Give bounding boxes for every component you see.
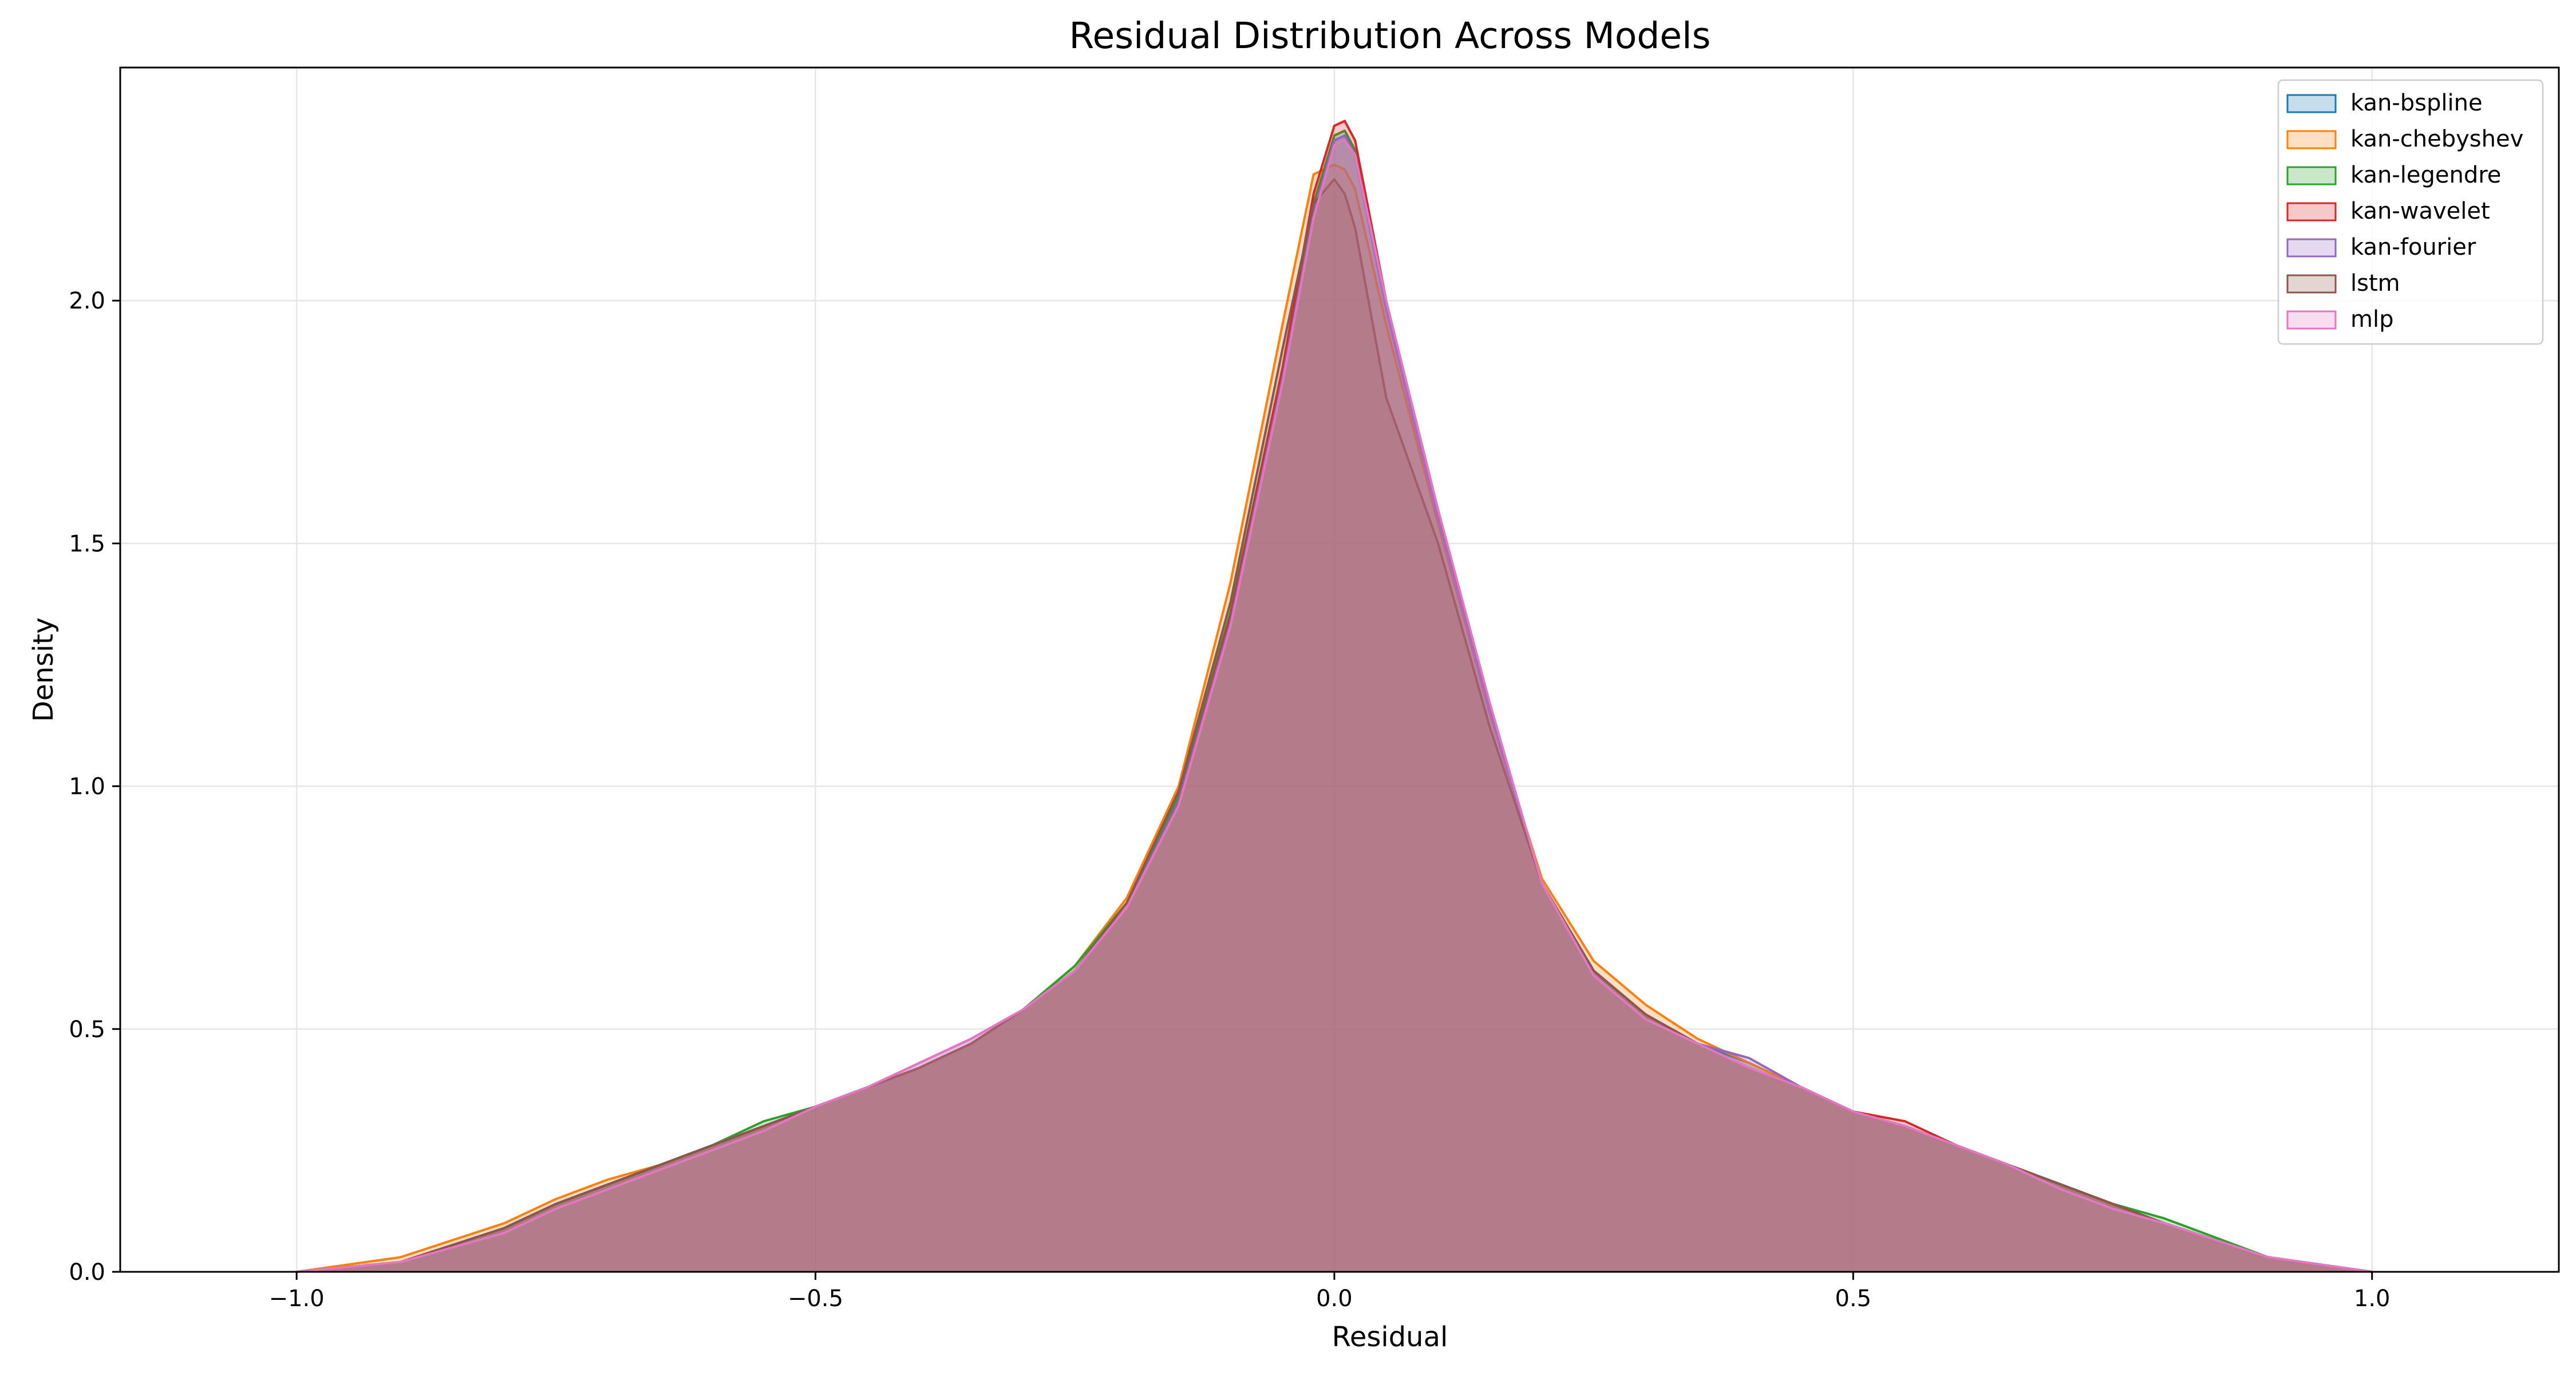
legend-swatch-kan-legendre	[2286, 166, 2337, 185]
y-tick-label-3: 1.5	[69, 531, 105, 557]
axis-ticks: −1.0 −0.5 0.0 0.5 1.0 0.0 0.5 1.0 1.5 2.0	[69, 288, 2390, 1312]
x-tick-label-4: 1.0	[2354, 1286, 2391, 1312]
series-area-kan-fourier	[297, 135, 2372, 1272]
legend-box	[2277, 79, 2544, 345]
y-tick-label-4: 2.0	[69, 288, 105, 314]
legend-swatch-mlp	[2286, 310, 2337, 330]
y-axis-label: Density	[27, 618, 60, 722]
plot-frame	[119, 66, 2560, 1273]
legend-label-kan-fourier: kan-fourier	[2350, 234, 2476, 260]
series-area-kan-bspline	[297, 135, 2372, 1272]
series-layer	[296, 120, 2372, 1273]
x-tick-label-3: 0.5	[1835, 1286, 1872, 1312]
series-area-lstm	[297, 179, 2372, 1272]
legend-label-kan-bspline: kan-bspline	[2350, 90, 2483, 116]
legend-swatch-kan-bspline	[2286, 94, 2337, 113]
x-tick-label-1: −0.5	[788, 1286, 843, 1312]
x-tick-label-0: −1.0	[269, 1286, 325, 1312]
legend-label-kan-legendre: kan-legendre	[2350, 162, 2501, 188]
series-area-kan-wavelet	[297, 121, 2372, 1272]
legend-swatch-kan-chebyshev	[2286, 130, 2337, 149]
legend: kan-bspline kan-chebyshev kan-legendre kan-…	[2277, 79, 2544, 345]
legend-label-mlp: mlp	[2350, 306, 2393, 333]
legend-label-kan-chebyshev: kan-chebyshev	[2350, 126, 2523, 152]
series-line-mlp	[297, 139, 2372, 1273]
x-tick-label-2: 0.0	[1316, 1286, 1353, 1312]
y-tick-label-2: 1.0	[69, 774, 105, 800]
y-tick-label-1: 0.5	[69, 1017, 105, 1043]
series-area-mlp	[297, 140, 2372, 1272]
legend-label-lstm: lstm	[2350, 270, 2400, 296]
legend-label-kan-wavelet: kan-wavelet	[2350, 198, 2490, 224]
legend-swatch-lstm	[2286, 274, 2337, 294]
x-axis-label: Residual	[1332, 1321, 1448, 1353]
legend-swatch-kan-fourier	[2286, 238, 2337, 258]
y-tick-label-0: 0.0	[69, 1259, 105, 1286]
legend-swatch-kan-wavelet	[2286, 202, 2337, 222]
chart-title: Residual Distribution Across Models	[1069, 15, 1711, 57]
series-area-kan-legendre	[297, 131, 2372, 1272]
series-area-kan-chebyshev	[297, 164, 2372, 1272]
